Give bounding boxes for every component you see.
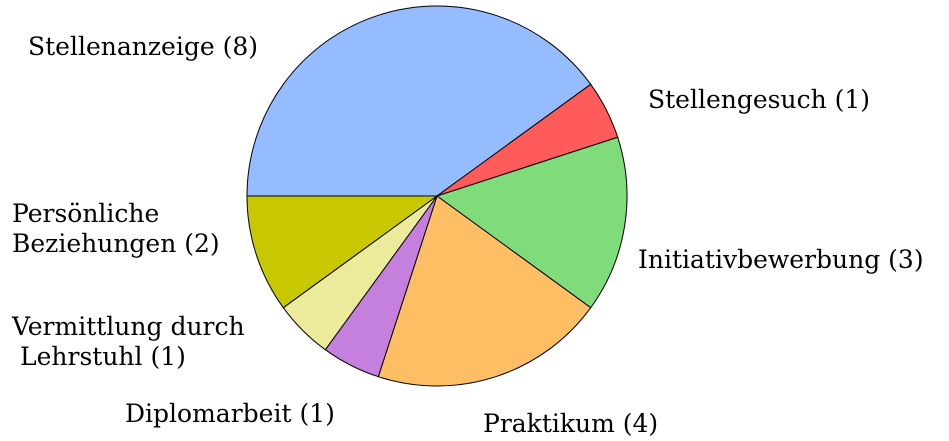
slice-label: Vermittlung durch Lehrstuhl (1) xyxy=(11,312,245,371)
label-line: Initiativbewerbung (3) xyxy=(638,245,924,274)
pie-slice xyxy=(246,5,592,197)
slice-label: Diplomarbeit (1) xyxy=(125,399,335,428)
slice-label: Stellenanzeige (8) xyxy=(28,32,258,61)
slice-label: Praktikum (4) xyxy=(483,409,658,438)
label-line: Stellenanzeige (8) xyxy=(28,32,258,61)
slice-label: Initiativbewerbung (3) xyxy=(638,245,924,274)
pie-slice xyxy=(246,195,439,309)
slice-label: Stellengesuch (1) xyxy=(648,85,870,114)
label-line: Beziehungen (2) xyxy=(12,229,220,258)
label-line: Lehrstuhl (1) xyxy=(20,342,186,371)
pie-slice xyxy=(435,136,628,309)
label-line: Diplomarbeit (1) xyxy=(125,399,335,428)
label-line: Praktikum (4) xyxy=(483,409,658,438)
label-line: Stellengesuch (1) xyxy=(648,85,870,114)
label-line: Vermittlung durch xyxy=(11,312,245,341)
slice-label: Persönliche Beziehungen (2) xyxy=(12,199,220,258)
label-line: Persönliche xyxy=(12,199,159,228)
pie-slice xyxy=(377,195,592,387)
